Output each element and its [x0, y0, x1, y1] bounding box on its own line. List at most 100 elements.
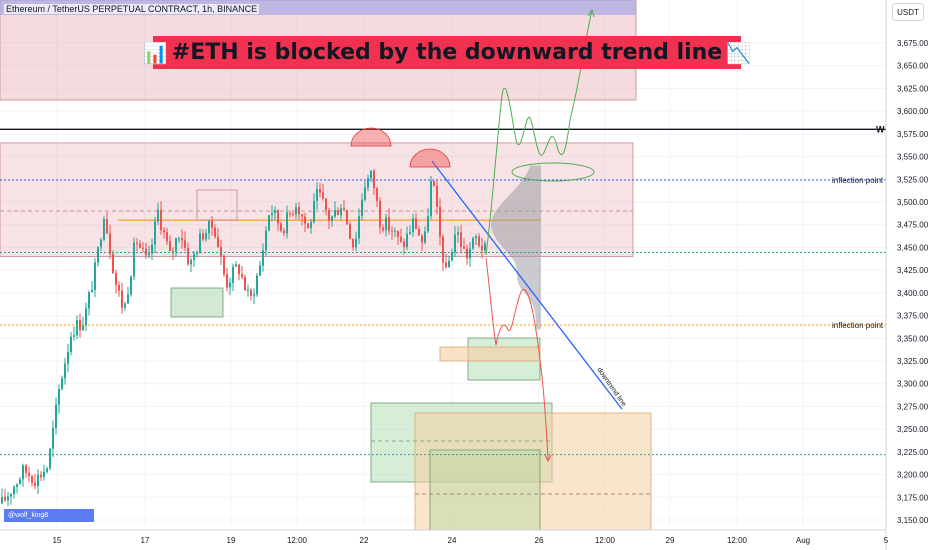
bull-candle [475, 236, 477, 239]
bear-candle [169, 241, 171, 252]
bear-candle [34, 482, 36, 486]
bear-candle [481, 245, 483, 251]
bull-candle [103, 219, 105, 240]
bull-candle [253, 294, 255, 296]
symbol-header[interactable]: Ethereum / TetherUS PERPETUAL CONTRACT, … [4, 4, 260, 14]
currency-button[interactable]: USDT [892, 3, 924, 21]
price-tick-label: 3,175.00 [897, 493, 929, 502]
price-tick-label: 3,350.00 [897, 334, 929, 343]
bear-candle [322, 192, 324, 199]
time-tick-label: 15 [53, 536, 62, 545]
bull-candle [16, 484, 18, 487]
bear-candle [238, 264, 240, 275]
price-tick-label: 3,325.00 [897, 357, 929, 366]
bull-candle [310, 222, 312, 229]
bull-candle [262, 250, 264, 266]
bear-candle [289, 212, 291, 214]
bull-candle [274, 209, 276, 214]
time-tick-label: 5 [884, 536, 889, 545]
bear-candle [142, 247, 144, 249]
bear-candle [478, 236, 480, 246]
orange-zone-mid [439, 346, 541, 362]
time-tick-label: 12:00 [287, 536, 308, 545]
bull-candle [361, 199, 363, 217]
author-badge[interactable]: @wolf_king8 [4, 509, 94, 522]
bear-candle [328, 210, 330, 221]
bull-candle [295, 207, 297, 215]
bear-candle [217, 236, 219, 248]
time-tick-label: 29 [666, 536, 675, 545]
bear-candle [442, 236, 444, 263]
bull-candle [73, 335, 75, 337]
bear-candle [181, 238, 183, 241]
bear-candle [439, 206, 441, 237]
bull-candle [394, 230, 396, 232]
bull-candle [88, 292, 90, 309]
bear-candle [187, 248, 189, 265]
bear-candle [202, 233, 204, 240]
bear-candle [277, 209, 279, 224]
price-tick-label: 3,550.00 [897, 153, 929, 162]
bull-candle [205, 233, 207, 240]
bear-candle [397, 230, 399, 237]
bull-candle [331, 216, 333, 221]
price-tick-label: 3,275.00 [897, 402, 929, 411]
bull-candle [70, 336, 72, 353]
bull-candle [265, 230, 267, 251]
bull-candle [175, 238, 177, 252]
bear-candle [136, 242, 138, 244]
bear-candle [346, 209, 348, 225]
bear-candle [211, 220, 213, 228]
bear-candle [139, 243, 141, 248]
bull-candle [268, 215, 270, 231]
bull-candle [367, 178, 369, 188]
bull-candle [235, 264, 237, 267]
bear-candle [325, 198, 327, 211]
bear-candle [376, 188, 378, 201]
bear-candle [466, 248, 468, 259]
bear-candle [298, 207, 300, 215]
bull-candle [271, 213, 273, 216]
bear-candle [4, 496, 6, 501]
bear-candle [403, 241, 405, 247]
bull-candle [469, 248, 471, 259]
bear-candle [382, 227, 384, 231]
bear-candle [433, 181, 435, 186]
bull-candle [154, 221, 156, 245]
bull-candle [286, 212, 288, 234]
bear-candle [214, 227, 216, 237]
bear-candle [379, 200, 381, 228]
bear-candle [388, 217, 390, 231]
bear-candle [304, 216, 306, 224]
bear-candle [118, 284, 120, 291]
bull-candle [58, 389, 60, 405]
bear-candle [343, 208, 345, 210]
bar-chart-icon: 📊 [142, 40, 168, 65]
idea-title-text: #ETH is blocked by the downward trend li… [171, 40, 723, 65]
bear-candle [445, 262, 447, 268]
bull-candle [424, 231, 426, 243]
bull-candle [19, 479, 21, 485]
bear-candle [166, 232, 168, 242]
bull-candle [451, 252, 453, 261]
bear-candle [307, 223, 309, 229]
price-axis-bg [886, 0, 932, 550]
bull-candle [196, 253, 198, 255]
price-tick-label: 3,625.00 [897, 84, 929, 93]
bull-candle [1, 496, 3, 504]
support-zone-left [170, 287, 224, 318]
bear-candle [421, 235, 423, 243]
bull-candle [91, 290, 93, 293]
price-tick-label: 3,150.00 [897, 516, 929, 525]
price-tick-label: 3,225.00 [897, 448, 929, 457]
bull-candle [457, 232, 459, 235]
bear-candle [283, 230, 285, 234]
time-tick-label: 22 [360, 536, 369, 545]
time-axis-layer: 15 17 19 12:00 22 24 26 12:00 29 12:00 Aug 5 [0, 529, 889, 545]
bear-candle [349, 224, 351, 239]
bear-candle [106, 219, 108, 234]
bear-candle [109, 233, 111, 254]
bull-candle [316, 189, 318, 201]
